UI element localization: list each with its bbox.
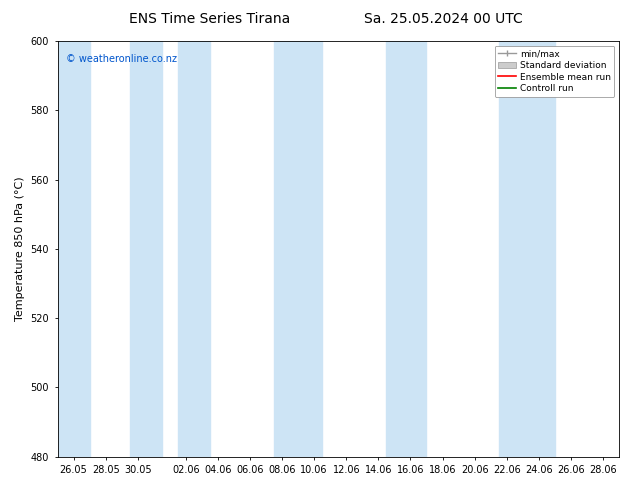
Text: ENS Time Series Tirana: ENS Time Series Tirana bbox=[129, 12, 290, 26]
Y-axis label: Temperature 850 hPa (°C): Temperature 850 hPa (°C) bbox=[15, 176, 25, 321]
Bar bbox=[178, 41, 210, 457]
Bar bbox=[130, 41, 162, 457]
Bar bbox=[386, 41, 427, 457]
Text: © weatheronline.co.nz: © weatheronline.co.nz bbox=[66, 53, 177, 64]
Bar bbox=[499, 41, 555, 457]
Text: Sa. 25.05.2024 00 UTC: Sa. 25.05.2024 00 UTC bbox=[365, 12, 523, 26]
Bar bbox=[274, 41, 322, 457]
Legend: min/max, Standard deviation, Ensemble mean run, Controll run: min/max, Standard deviation, Ensemble me… bbox=[495, 46, 614, 97]
Bar bbox=[58, 41, 89, 457]
